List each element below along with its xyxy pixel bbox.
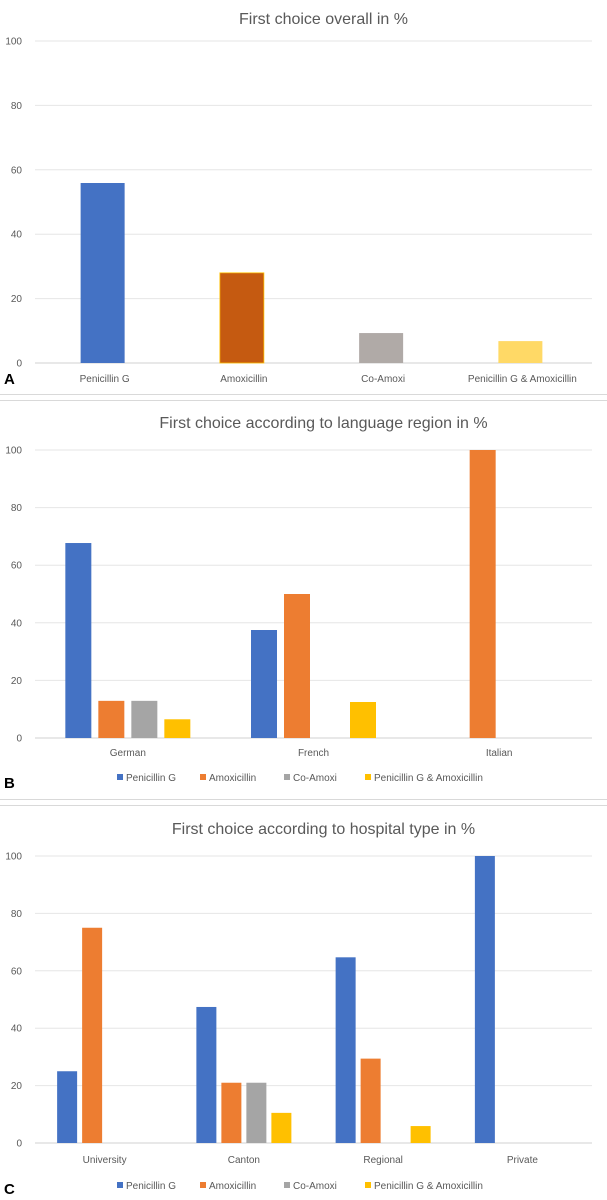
- legend-label: Co-Amoxi: [293, 773, 337, 784]
- legend-swatch: [365, 774, 371, 780]
- x-tick-label: Co-Amoxi: [361, 374, 405, 385]
- x-tick-label: Amoxicillin: [220, 374, 267, 385]
- chart-title: First choice according to hospital type …: [172, 821, 475, 838]
- legend-label: Penicillin G: [126, 1181, 176, 1192]
- bar: [335, 957, 356, 1143]
- y-tick-label: 100: [5, 446, 22, 457]
- legend-swatch: [284, 1182, 290, 1188]
- bar: [410, 1126, 431, 1143]
- legend-swatch: [117, 774, 123, 780]
- bar: [271, 1112, 292, 1143]
- bar: [164, 719, 191, 738]
- panel-label: C: [4, 1181, 15, 1198]
- chart-c: First choice according to hospital type …: [4, 821, 592, 1198]
- y-tick-label: 60: [11, 165, 23, 176]
- y-tick-label: 20: [11, 1081, 23, 1092]
- bar: [498, 341, 543, 363]
- y-tick-label: 80: [11, 503, 23, 514]
- chart-a: First choice overall in % 0 20 40 60 80 100 Pen…: [4, 11, 592, 388]
- panel-label: B: [4, 775, 15, 792]
- chart-title: First choice according to language regio…: [159, 415, 487, 432]
- bar: [474, 856, 495, 1143]
- chart-b: First choice according to language regio…: [4, 415, 592, 792]
- bar: [284, 594, 310, 738]
- legend-label: Amoxicillin: [209, 1181, 256, 1192]
- y-tick-label: 0: [16, 1139, 22, 1150]
- bar: [469, 450, 496, 738]
- y-tick-label: 0: [16, 734, 22, 745]
- x-tick-label: German: [110, 748, 146, 759]
- bar: [359, 333, 404, 363]
- chart-title: First choice overall in %: [239, 11, 408, 28]
- bar: [221, 1082, 242, 1143]
- legend-swatch: [200, 1182, 206, 1188]
- legend-label: Co-Amoxi: [293, 1181, 337, 1192]
- y-tick-label: 20: [11, 294, 23, 305]
- x-tick-label: Penicillin G & Amoxicillin: [468, 374, 577, 385]
- bar: [80, 183, 125, 363]
- bar: [360, 1058, 381, 1143]
- bar: [350, 702, 376, 738]
- y-tick-label: 20: [11, 676, 23, 687]
- x-tick-label: French: [298, 748, 329, 759]
- y-tick-label: 100: [5, 852, 22, 863]
- bar: [57, 1071, 78, 1143]
- x-tick-label: Regional: [363, 1155, 402, 1166]
- legend-swatch: [117, 1182, 123, 1188]
- x-tick-label: University: [83, 1155, 127, 1166]
- legend-label: Penicillin G: [126, 773, 176, 784]
- legend-label: Penicillin G & Amoxicillin: [374, 773, 483, 784]
- bar: [196, 1006, 217, 1143]
- y-tick-label: 40: [11, 1024, 23, 1035]
- y-tick-label: 60: [11, 561, 23, 572]
- bar: [131, 700, 158, 738]
- legend-swatch: [284, 774, 290, 780]
- y-tick-label: 80: [11, 909, 23, 920]
- bar: [251, 630, 277, 738]
- y-tick-label: 100: [5, 37, 22, 48]
- x-tick-label: Italian: [486, 748, 513, 759]
- legend-swatch: [365, 1182, 371, 1188]
- x-tick-label: Penicillin G: [80, 374, 130, 385]
- y-tick-label: 80: [11, 101, 23, 112]
- legend-label: Amoxicillin: [209, 773, 256, 784]
- y-tick-label: 60: [11, 966, 23, 977]
- legend-swatch: [200, 774, 206, 780]
- panel-label: A: [4, 371, 15, 388]
- y-tick-label: 40: [11, 618, 23, 629]
- y-tick-label: 0: [16, 359, 22, 370]
- bar: [98, 700, 125, 738]
- bar: [219, 272, 265, 364]
- bar: [65, 543, 92, 738]
- bar: [82, 927, 103, 1143]
- x-tick-label: Canton: [228, 1155, 260, 1166]
- legend-label: Penicillin G & Amoxicillin: [374, 1181, 483, 1192]
- y-tick-label: 40: [11, 230, 23, 241]
- x-tick-label: Private: [507, 1155, 539, 1166]
- bar: [246, 1082, 267, 1143]
